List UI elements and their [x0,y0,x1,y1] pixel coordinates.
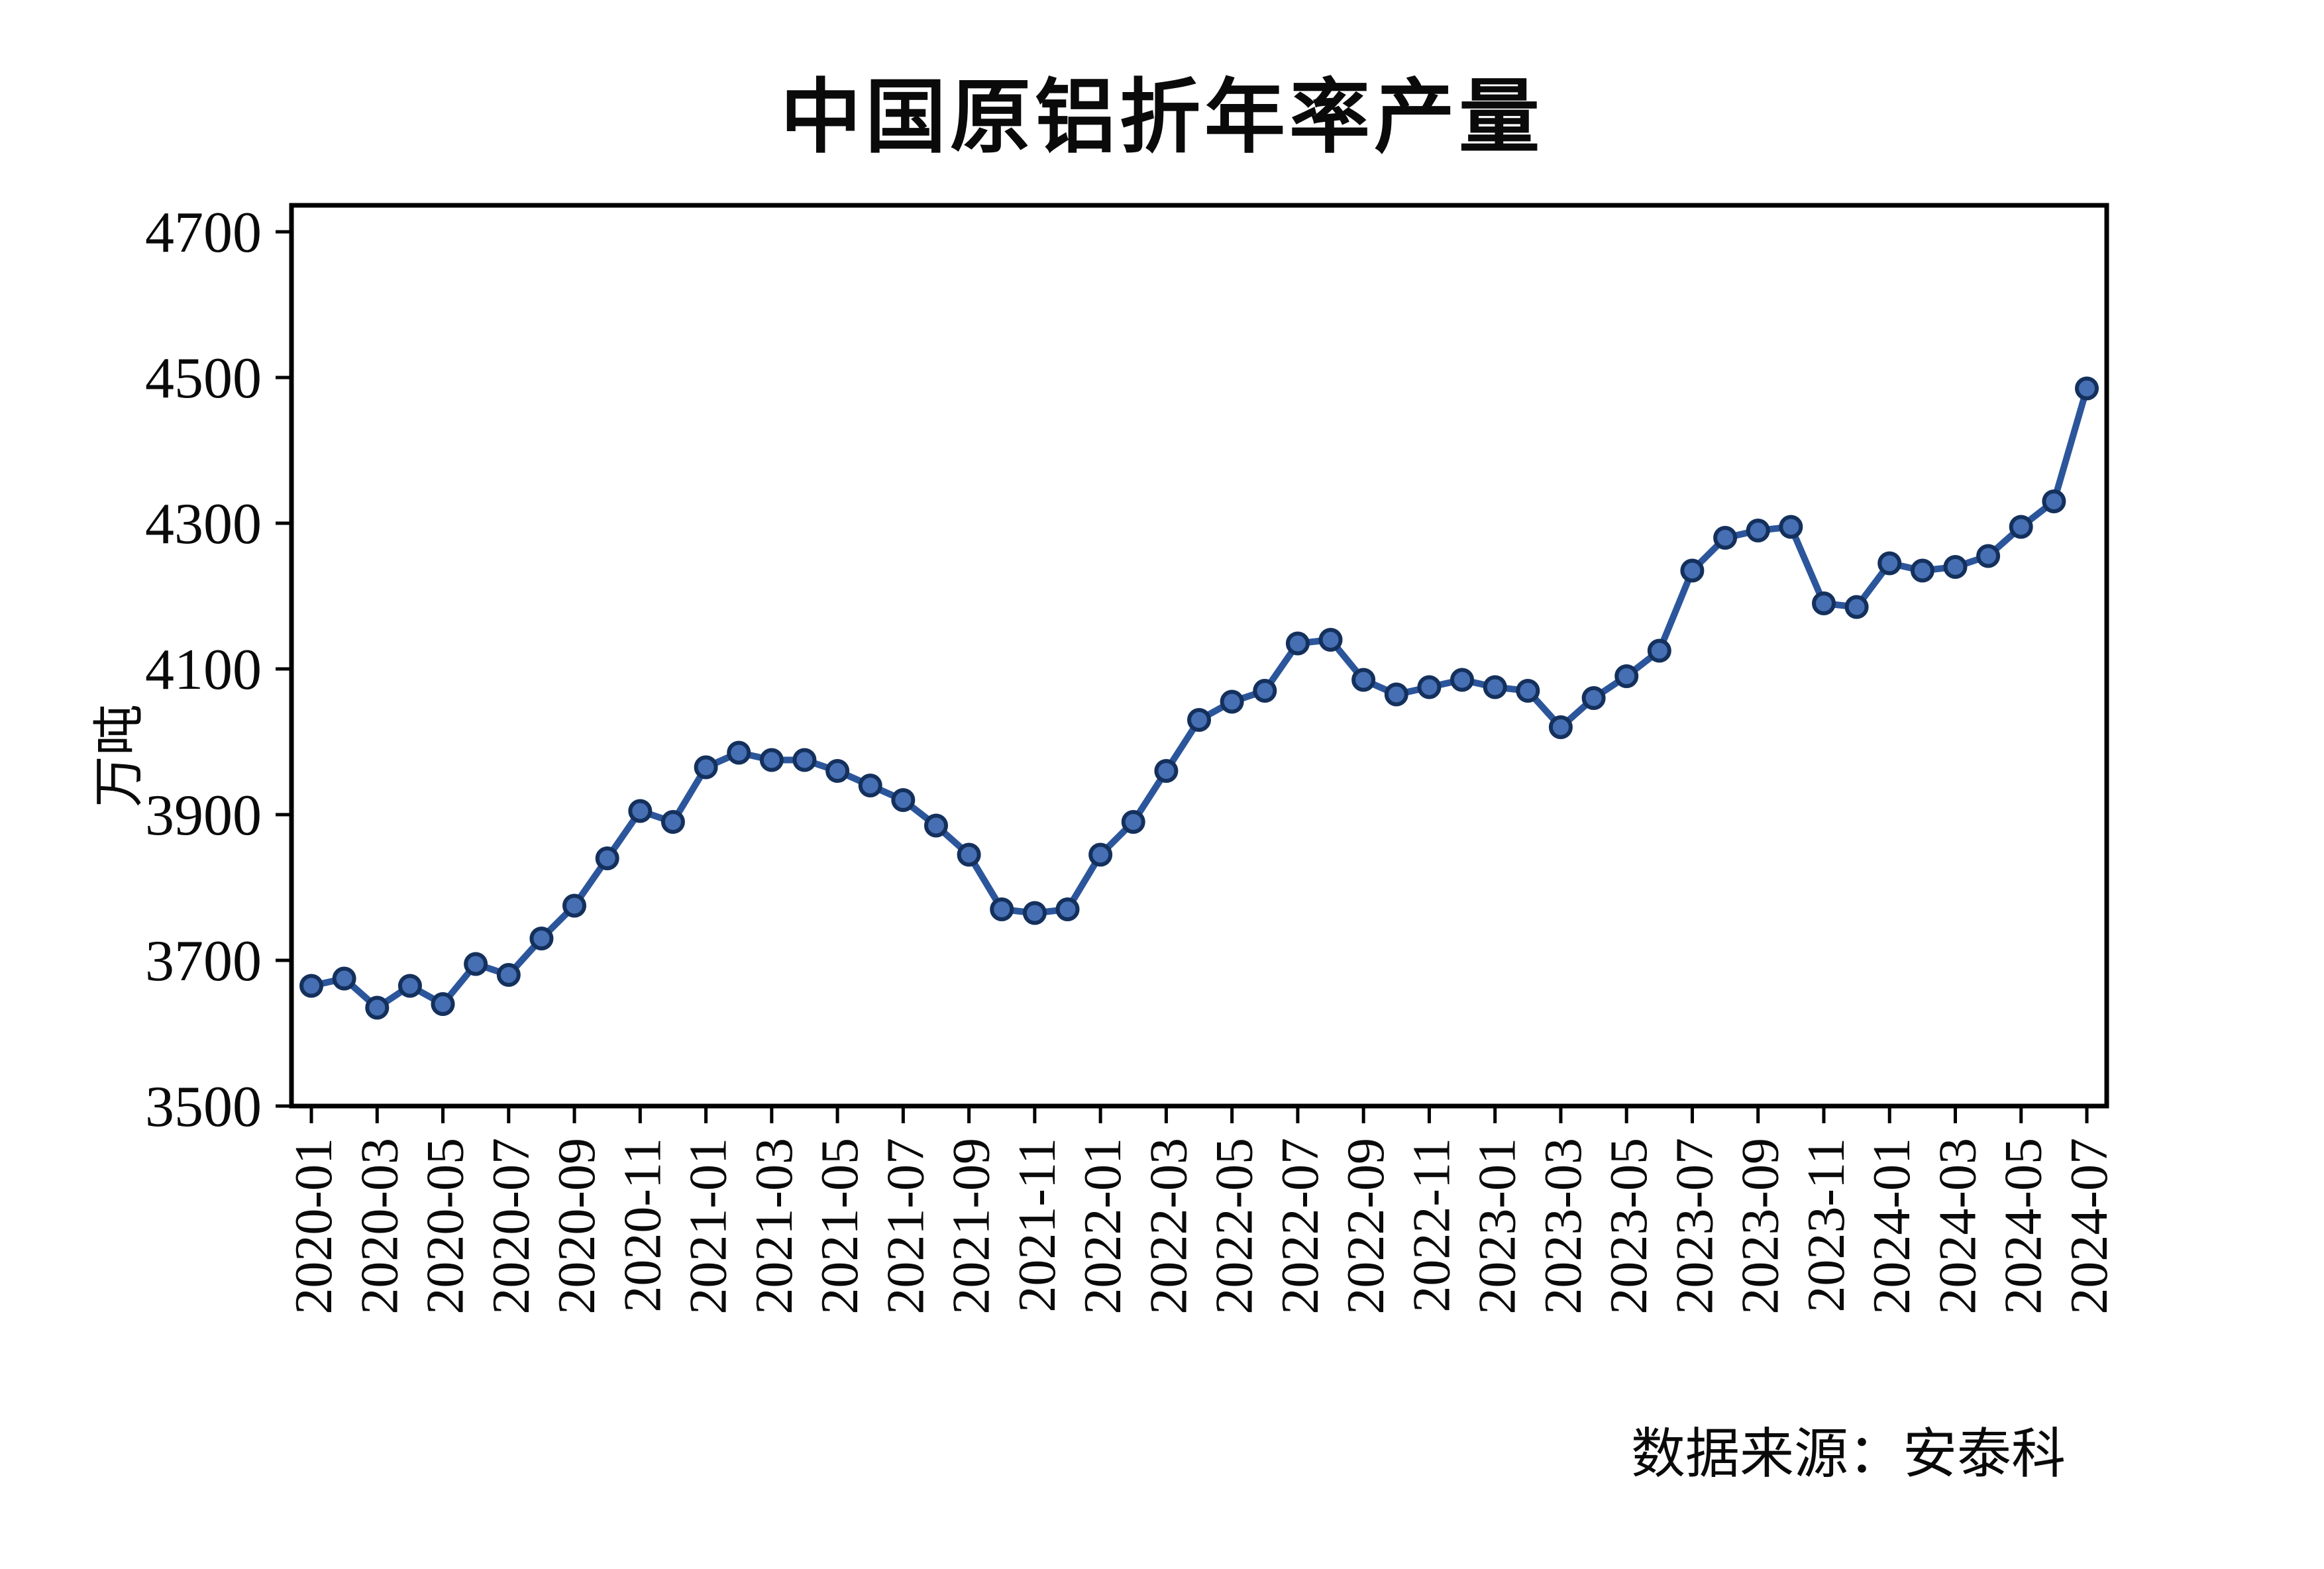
x-tick-label: 2023-11 [1797,1138,1856,1313]
y-tick-label: 3700 [145,929,262,993]
data-point [1351,668,1376,692]
x-tick-label: 2020-11 [613,1138,672,1313]
data-point [1285,631,1310,656]
y-axis-label: 万吨 [89,703,148,808]
data-point [397,974,422,998]
data-point [1812,591,1836,615]
data-point [1844,595,1869,619]
x-tick-label: 2022-09 [1337,1138,1395,1315]
x-tick-label: 2022-11 [1402,1138,1461,1313]
y-tick-label: 4300 [145,492,262,556]
data-point [727,740,751,765]
x-tick-label: 2024-01 [1863,1138,1921,1315]
y-tick-label: 3500 [145,1075,262,1139]
data-point [1450,668,1474,692]
data-point [1877,551,1902,576]
x-tick-label: 2024-07 [2060,1138,2119,1315]
data-point [1253,679,1277,703]
data-point [891,788,916,812]
data-point [496,963,521,987]
x-tick-label: 2023-07 [1665,1138,1724,1315]
source-note: 数据来源：安泰科 [1630,1424,2066,1484]
data-point [1384,682,1408,707]
data-point [1088,842,1113,867]
data-point [365,995,390,1020]
data-point [299,974,323,998]
data-point [792,748,817,772]
data-point [660,810,685,834]
x-tick-label: 2020-03 [350,1138,409,1315]
data-point [2075,376,2099,401]
data-point [1581,686,1606,710]
data-point [1220,689,1244,714]
data-point [1976,544,2001,568]
data-point [628,799,653,823]
data-point [1318,628,1343,652]
data-point [529,927,554,950]
data-point [1055,897,1080,921]
x-tick-label: 2021-01 [680,1138,738,1315]
x-tick-label: 2021-05 [811,1138,869,1315]
x-tick-label: 2021-07 [876,1138,935,1315]
data-point [1943,555,1968,579]
x-tick-label: 2021-09 [943,1138,1001,1315]
data-point [1154,759,1179,783]
x-tick-label: 2023-01 [1469,1138,1527,1315]
plot-frame [289,203,2109,1109]
x-tick-label: 2022-05 [1206,1138,1264,1315]
data-point [957,842,981,867]
data-point [924,813,948,838]
data-point [990,897,1014,921]
chart-title: 中国原铝折年率产量 [780,72,1544,162]
x-tick-label: 2023-09 [1732,1138,1790,1315]
y-tick-label: 4500 [145,346,262,411]
data-point [2009,515,2033,539]
y-tick-label: 4100 [145,638,262,702]
data-point [431,992,455,1016]
data-point [1417,675,1442,699]
x-tick-label: 2020-07 [482,1138,541,1315]
data-point [1022,901,1047,925]
x-tick-label: 2020-09 [548,1138,606,1315]
x-tick-label: 2024-03 [1928,1138,1987,1315]
data-point [332,966,356,991]
x-tick-label: 2021-03 [745,1138,804,1315]
data-point [1713,526,1738,550]
data-point [759,748,784,772]
y-tick-label: 4700 [145,201,262,265]
x-tick-label: 2023-05 [1600,1138,1658,1315]
data-point [562,893,586,918]
data-point [825,759,850,783]
data-point [858,774,882,797]
data-point [1647,638,1671,663]
data-point [1680,558,1705,583]
y-tick-label: 3900 [145,784,262,848]
data-point [464,952,488,976]
data-point [1910,558,1934,583]
x-tick-label: 2022-07 [1271,1138,1330,1315]
x-tick-label: 2022-03 [1139,1138,1198,1315]
data-point [1779,515,1803,539]
x-tick-label: 2020-01 [285,1138,343,1315]
data-point [1548,715,1573,739]
data-point [1746,519,1770,542]
data-point [1614,664,1639,688]
data-point [1187,708,1211,732]
x-tick-label: 2023-03 [1534,1138,1593,1315]
x-tick-label: 2022-01 [1074,1138,1132,1315]
data-point [2042,489,2066,513]
data-point [1516,679,1540,703]
x-tick-label: 2021-11 [1008,1138,1067,1313]
data-point [1483,675,1507,699]
data-point [595,846,619,870]
data-point [694,755,718,780]
x-tick-label: 2024-05 [1995,1138,2053,1315]
data-point [1121,810,1145,834]
x-tick-label: 2020-05 [417,1138,475,1315]
